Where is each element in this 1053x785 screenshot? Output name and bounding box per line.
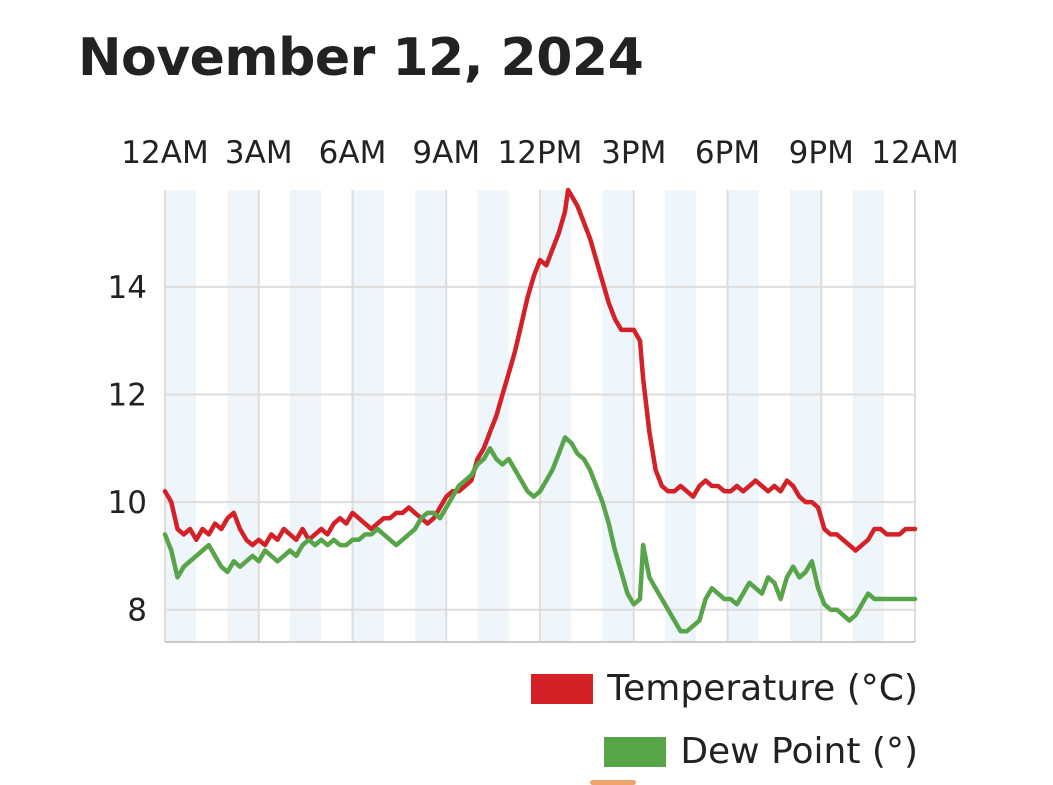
hour-band [415, 190, 447, 642]
legend-label-dew-point: Dew Point (°) [680, 731, 918, 772]
hour-band [165, 190, 197, 642]
legend-item-dew-point[interactable]: Dew Point (°) [604, 731, 918, 772]
hour-band [727, 190, 759, 642]
x-tick-label: 12PM [498, 135, 583, 171]
series-line-temperature [162, 187, 918, 553]
legend-swatch-partial [590, 780, 636, 785]
hour-band [602, 190, 634, 642]
hour-band [852, 190, 884, 642]
legend-item-temperature[interactable]: Temperature (°C) [531, 668, 918, 709]
x-tick-label: 3AM [225, 135, 293, 171]
x-tick-label: 3PM [601, 135, 666, 171]
x-tick-label: 9AM [412, 135, 480, 171]
y-tick-label: 10 [108, 485, 147, 521]
y-tick-label: 14 [108, 270, 147, 306]
x-tick-label: 12AM [871, 135, 958, 171]
y-tick-label: 12 [108, 377, 147, 413]
x-tick-label: 6AM [319, 135, 387, 171]
x-axis-ticks: 12AM 3AM 6AM 9AM 12PM 3PM 6PM 9PM 12AM [121, 135, 958, 171]
page-title: November 12, 2024 [78, 28, 644, 88]
x-tick-label: 9PM [789, 135, 854, 171]
temperature-dewpoint-chart: 12AM 3AM 6AM 9AM 12PM 3PM 6PM 9PM 12AM 8 10 12 14 [108, 135, 959, 643]
y-tick-label: 8 [127, 593, 147, 629]
hour-band [227, 190, 259, 642]
hour-band [665, 190, 697, 642]
hour-band [540, 190, 572, 642]
x-tick-label: 6PM [695, 135, 760, 171]
hour-band [290, 190, 322, 642]
series-line-dew-point [162, 435, 918, 634]
legend-swatch-dew-point [604, 736, 667, 767]
hour-bands [165, 190, 884, 642]
hour-band [352, 190, 384, 642]
series-lines [162, 187, 918, 634]
hour-band [477, 190, 509, 642]
grid-lines [164, 190, 916, 643]
y-axis-ticks: 8 10 12 14 [108, 270, 147, 629]
legend-label-temperature: Temperature (°C) [607, 668, 918, 709]
legend-swatch-temperature [531, 673, 594, 704]
x-tick-label: 12AM [121, 135, 208, 171]
